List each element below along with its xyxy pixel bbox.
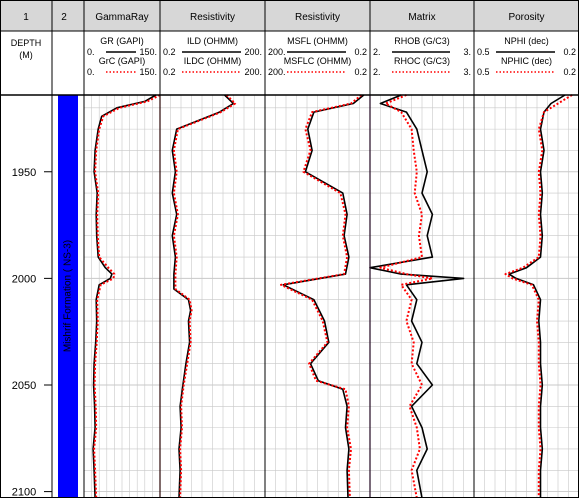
curve-4-1 — [369, 94, 465, 498]
curve-1-2 — [93, 94, 161, 498]
curve-1-1 — [92, 94, 157, 498]
curve-5-2 — [504, 94, 573, 498]
scale-max-2-2: 200. — [244, 67, 262, 77]
curve-name-5-2: NPHIC (dec) — [501, 56, 552, 66]
scale-min-1-1: 0. — [87, 47, 95, 57]
formation-bar — [58, 95, 78, 498]
scale-min-4-2: 2. — [373, 67, 381, 77]
scale-max-5-1: 0.2 — [563, 47, 576, 57]
depth-header-unit: (M) — [19, 50, 33, 60]
scale-max-1-1: 150. — [139, 47, 157, 57]
curve-layer — [92, 94, 573, 498]
scale-min-5-1: 0.5 — [477, 47, 490, 57]
curve-3-2 — [280, 94, 363, 498]
scale-max-5-2: 0.2 — [563, 67, 576, 77]
curve-2-2 — [172, 94, 237, 498]
curve-name-2-1: ILD (OHMM) — [187, 36, 238, 46]
curve-4-2 — [379, 94, 434, 498]
depth-tick-layer: 1950 2000 2050 2100 — [12, 167, 52, 498]
scale-max-1-2: 150. — [139, 67, 157, 77]
header-layer: GammaRay GR (GAPI) 0. 150.GrC (GAPI) 0. 150. R… — [87, 12, 576, 77]
curve-name-4-1: RHOB (G/C3) — [394, 36, 450, 46]
scale-min-3-1: 200. — [268, 47, 286, 57]
scale-max-3-1: 0.2 — [354, 47, 367, 57]
curve-name-4-2: RHOC (G/C3) — [394, 56, 450, 66]
track-title-2: Resistivity — [190, 12, 235, 23]
scale-max-4-1: 3. — [463, 47, 471, 57]
curve-name-2-2: ILDC (OHMM) — [184, 56, 242, 66]
scale-min-2-2: 0.2 — [163, 67, 176, 77]
scale-max-4-2: 3. — [463, 67, 471, 77]
scale-min-2-1: 0.2 — [163, 47, 176, 57]
track-title-3: Resistivity — [295, 12, 340, 23]
depth-tick-label: 2050 — [12, 380, 36, 392]
column-2-title: 2 — [61, 12, 67, 23]
curve-name-3-1: MSFL (OHMM) — [287, 36, 348, 46]
curve-name-3-2: MSFLC (OHMM) — [284, 56, 352, 66]
scale-min-3-2: 200. — [268, 67, 286, 77]
curve-3-1 — [282, 94, 365, 498]
scale-min-1-2: 0. — [87, 67, 95, 77]
formation-label: Mishrif Formation ( NS-3) — [63, 240, 74, 352]
curve-name-1-1: GR (GAPI) — [100, 36, 144, 46]
scale-min-4-1: 2. — [373, 47, 381, 57]
curve-name-1-2: GrC (GAPI) — [99, 56, 146, 66]
scale-min-5-2: 0.5 — [477, 67, 490, 77]
curve-5-1 — [508, 94, 566, 498]
depth-tick-label: 2100 — [12, 487, 36, 498]
grid-layer — [84, 95, 579, 498]
column-1-title: 1 — [23, 12, 29, 23]
depth-header-label: DEPTH — [11, 38, 42, 48]
header-title-row — [0, 0, 579, 31]
scale-max-2-1: 200. — [244, 47, 262, 57]
track-title-4: Matrix — [408, 12, 435, 23]
curve-name-5-1: NPHI (dec) — [504, 36, 549, 46]
scale-max-3-2: 0.2 — [354, 67, 367, 77]
track-title-5: Porosity — [508, 12, 544, 23]
depth-tick-label: 1950 — [12, 167, 36, 179]
depth-tick-label: 2000 — [12, 273, 36, 285]
track-title-1: GammaRay — [95, 12, 148, 23]
